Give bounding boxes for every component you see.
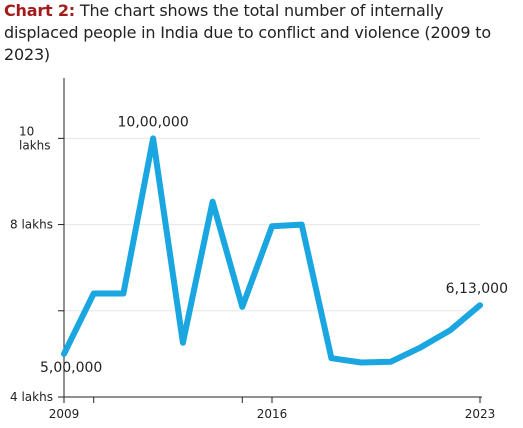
y-tick-label: 8 lakhs: [10, 218, 53, 232]
data-label: 10,00,000: [118, 114, 189, 130]
chart-title-text: The chart shows the total number of inte…: [4, 1, 491, 64]
x-tick-label: 2009: [49, 407, 80, 421]
series-line: [61, 135, 483, 366]
chart-title: Chart 2: The chart shows the total numbe…: [4, 0, 519, 66]
y-tick-label: 4 lakhs: [10, 390, 53, 404]
x-tick-label: 2016: [257, 407, 288, 421]
y-tick-label: 10: [19, 124, 34, 138]
x-tick-label: 2023: [465, 407, 496, 421]
chart-title-lead: Chart 2:: [4, 1, 75, 20]
data-label: 5,00,000: [40, 360, 102, 376]
y-tick-label: lakhs: [19, 138, 51, 152]
data-label: 6,13,000: [446, 281, 508, 297]
